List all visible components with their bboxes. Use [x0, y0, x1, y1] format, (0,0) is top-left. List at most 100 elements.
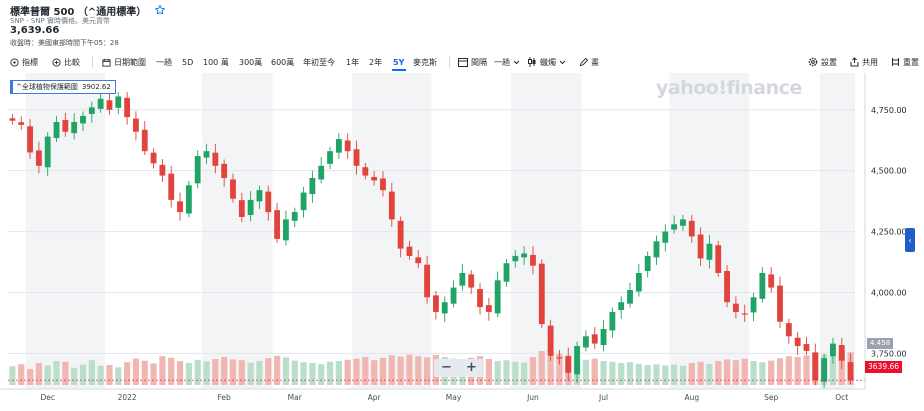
- volume-bar: [741, 358, 748, 385]
- range-1d[interactable]: 一趟: [156, 55, 172, 69]
- candle-body: [380, 178, 386, 191]
- reset-button[interactable]: 重置: [891, 55, 919, 69]
- volume-bar: [697, 361, 704, 385]
- volume-bar: [494, 361, 501, 385]
- candle-body: [80, 115, 86, 124]
- chart-canvas[interactable]: 4,750.00 4,500.00 4,250.00 4,000.00 3,750.00…: [0, 73, 924, 411]
- candle-body: [194, 156, 201, 184]
- range-5d[interactable]: 5D: [182, 55, 193, 69]
- settings-button[interactable]: 設置: [808, 55, 837, 69]
- volume-bar: [618, 363, 625, 385]
- tooltip-accent: [10, 80, 13, 94]
- volume-bar: [679, 365, 687, 385]
- candle-body: [133, 118, 139, 132]
- share-label: 共用: [862, 57, 878, 67]
- x-tick-label: May: [446, 393, 462, 402]
- last-price-badge: 3639.66: [865, 361, 903, 373]
- candle-body: [177, 201, 183, 213]
- candle-body: [618, 302, 625, 310]
- x-tick-label: Jun: [526, 393, 539, 402]
- range-5y[interactable]: 5Y: [393, 55, 404, 69]
- candle-body: [274, 210, 281, 239]
- star-icon[interactable]: [154, 4, 166, 16]
- y-tick-label: 3,750.00: [871, 349, 907, 358]
- title-row: 標準普爾 500 （^通用標準）: [10, 3, 166, 18]
- candle-body: [424, 264, 431, 298]
- volume-bar: [344, 359, 351, 385]
- candle-body: [759, 272, 766, 299]
- y-tick-label: 4,000.00: [871, 288, 907, 297]
- reset-icon: [892, 58, 899, 66]
- volume-bar: [759, 362, 766, 385]
- candle-body: [653, 241, 660, 258]
- range-3m-label: 300萬: [239, 57, 263, 67]
- interval-button[interactable]: 間隔 一趟: [458, 55, 520, 69]
- volume-bar: [79, 364, 87, 385]
- range-ytd-label: 年初至今: [303, 57, 335, 67]
- candle-body: [27, 126, 33, 153]
- volume-bar: [88, 360, 95, 385]
- volume-bar: [35, 363, 42, 385]
- volume-bar: [141, 360, 148, 385]
- candle-body: [521, 253, 528, 258]
- indicators-button[interactable]: 指標: [10, 55, 38, 69]
- candle-body: [724, 271, 730, 303]
- candle-body: [62, 120, 69, 132]
- candle-body: [344, 140, 351, 152]
- interval-value: 一趟: [494, 57, 510, 67]
- volume-bar: [282, 357, 290, 385]
- expand-panel-button[interactable]: ‹: [905, 228, 915, 252]
- volume-bar: [406, 354, 413, 385]
- zoom-out-button[interactable]: −: [441, 360, 452, 375]
- calendar-icon: [102, 58, 111, 67]
- candle-body: [159, 164, 166, 176]
- candle-body: [644, 255, 651, 272]
- date-range-label: 日期範圍: [114, 57, 146, 67]
- candle-body: [318, 165, 325, 180]
- candle-body: [397, 220, 404, 249]
- draw-button[interactable]: 畫: [579, 55, 599, 69]
- candle-body: [794, 337, 801, 347]
- volume-bar: [168, 357, 175, 385]
- compare-button[interactable]: 比較: [52, 55, 80, 69]
- volume-bar: [309, 363, 316, 385]
- chart-type-button[interactable]: 蠟燭: [527, 55, 566, 69]
- y-tick-label: 4,500.00: [871, 167, 907, 176]
- candle-body: [115, 96, 122, 108]
- candle-body: [124, 97, 131, 118]
- candle-body: [203, 151, 210, 158]
- range-1m[interactable]: 100 萬: [203, 55, 229, 69]
- range-2y[interactable]: 2年: [369, 55, 382, 69]
- toolbar-divider: [92, 56, 93, 68]
- x-tick-label: Oct: [835, 393, 848, 402]
- range-max[interactable]: 麥克斯: [413, 55, 437, 69]
- y-tick-label: 4,250.00: [871, 228, 907, 237]
- share-button[interactable]: 共用: [850, 55, 878, 69]
- month-band: [669, 73, 750, 389]
- volume-bar: [776, 358, 784, 385]
- range-3m[interactable]: 300萬: [239, 55, 262, 69]
- volume-bar: [397, 356, 404, 385]
- candle-body: [777, 285, 783, 322]
- candle-body: [106, 100, 113, 110]
- x-tick-label: Dec: [40, 393, 55, 402]
- price-chart[interactable]: 4,750.00 4,500.00 4,250.00 4,000.00 3,750.00…: [0, 73, 924, 411]
- quote-source: SNP - SNP 實時價格。美元貨幣: [10, 17, 111, 25]
- range-ytd[interactable]: 年初至今: [303, 55, 335, 69]
- volume-bar: [106, 365, 113, 385]
- pencil-icon: [579, 57, 588, 66]
- range-6m[interactable]: 600萬: [271, 55, 294, 69]
- range-1y[interactable]: 1年: [346, 55, 359, 69]
- candle-body: [477, 289, 483, 308]
- volume-bar: [379, 357, 387, 385]
- zoom-in-button[interactable]: +: [466, 360, 477, 375]
- volume-bar: [274, 355, 281, 385]
- candle-body: [388, 191, 395, 220]
- date-range-button[interactable]: 日期範圍: [102, 55, 146, 69]
- candle-body: [768, 274, 775, 288]
- x-tick-label: Jul: [598, 393, 608, 402]
- volume-bar: [256, 361, 263, 385]
- chevron-down-icon: [513, 60, 520, 64]
- volume-bar: [176, 361, 184, 385]
- volume-bar: [662, 365, 669, 385]
